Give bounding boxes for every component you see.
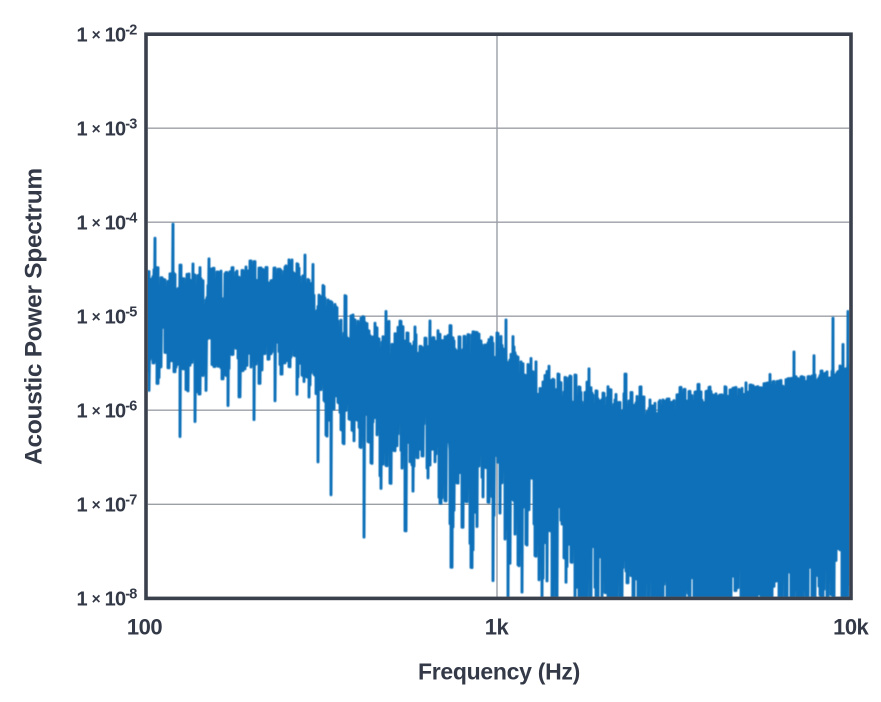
svg-text:1 × 10-5: 1 × 10-5	[77, 305, 138, 329]
svg-text:1 × 10-7: 1 × 10-7	[77, 493, 138, 517]
svg-text:1 × 10-8: 1 × 10-8	[77, 587, 138, 611]
svg-text:10k: 10k	[833, 615, 869, 640]
svg-text:Acoustic Power Spectrum: Acoustic Power Spectrum	[21, 168, 48, 465]
svg-text:1 × 10-2: 1 × 10-2	[77, 23, 138, 47]
svg-text:1k: 1k	[485, 615, 510, 640]
svg-text:100: 100	[127, 615, 162, 640]
svg-text:1 × 10-3: 1 × 10-3	[77, 117, 138, 141]
svg-text:Frequency (Hz): Frequency (Hz)	[418, 659, 580, 685]
svg-text:1 × 10-4: 1 × 10-4	[77, 211, 138, 235]
svg-text:1 × 10-6: 1 × 10-6	[77, 399, 138, 423]
